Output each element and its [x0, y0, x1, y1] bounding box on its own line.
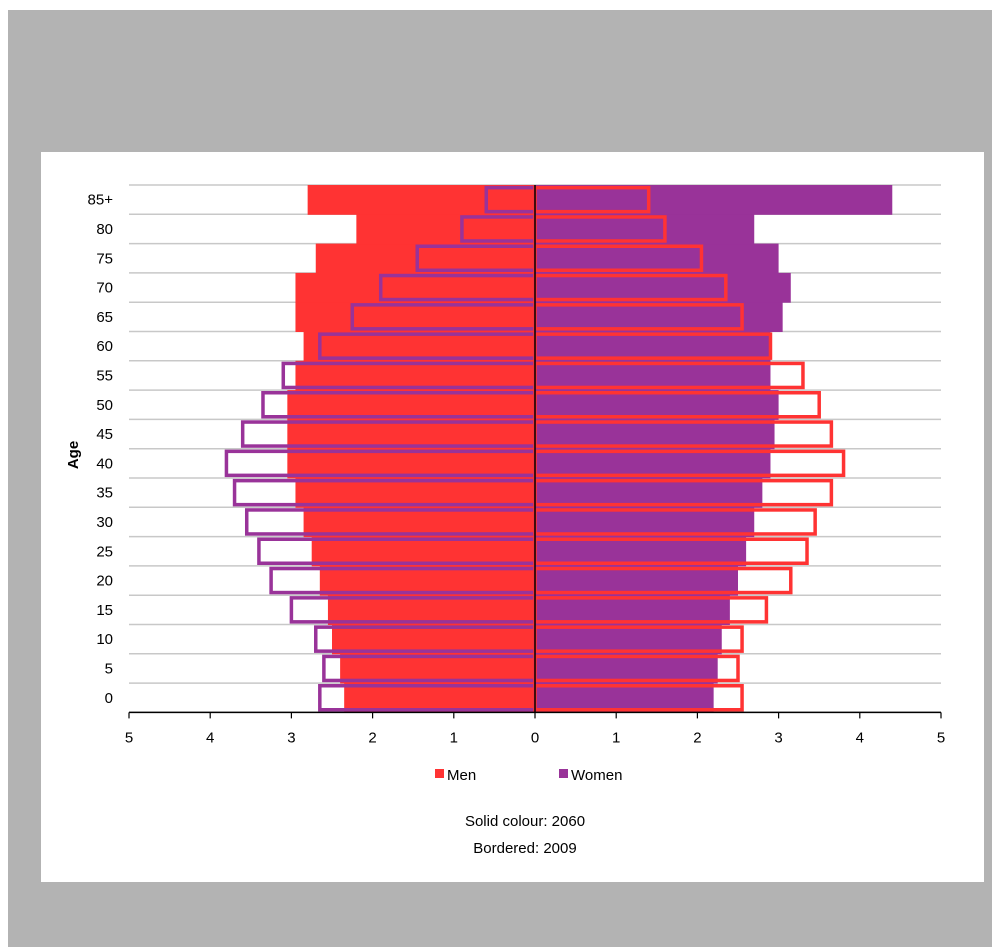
- bar-women-2060: [535, 331, 771, 362]
- bar-women-2060: [535, 536, 747, 567]
- y-tick-label: 40: [96, 455, 113, 472]
- axes: [128, 185, 942, 719]
- legend-label-women: Women: [571, 767, 622, 784]
- legend-label-men: Men: [447, 767, 476, 784]
- bar-men-2060: [295, 360, 535, 391]
- y-tick-label: 15: [96, 602, 113, 619]
- y-tick-label: 75: [96, 250, 113, 267]
- y-tick-label: 80: [96, 221, 113, 238]
- y-tick-label: 65: [96, 309, 113, 326]
- legend-swatch-women: [559, 769, 568, 778]
- bar-women-2060: [535, 214, 755, 245]
- bar-women-2060: [535, 478, 763, 508]
- y-tick-label: 20: [96, 573, 113, 590]
- bar-women-2060: [535, 624, 722, 655]
- y-tick-label: 50: [96, 397, 113, 414]
- x-tick-label: 3: [774, 729, 782, 746]
- bar-women-2060: [535, 507, 755, 538]
- bar-women-2060: [535, 360, 771, 391]
- x-tick-label: 5: [125, 729, 133, 746]
- bar-men-2060: [344, 683, 535, 713]
- bar-women-2060: [535, 419, 775, 450]
- x-tick-label: 2: [693, 729, 701, 746]
- bar-men-2060: [287, 390, 535, 420]
- y-tick-label: 25: [96, 543, 113, 560]
- y-axis-label: Age: [65, 441, 82, 469]
- bar-men-2060: [295, 478, 535, 508]
- bar-women-2060: [535, 565, 738, 596]
- y-tick-label: 85+: [88, 192, 114, 209]
- bar-women-2060: [535, 390, 779, 420]
- note-bordered: Bordered: 2009: [473, 840, 576, 857]
- bar-women-2060: [535, 448, 771, 479]
- bar-men-2060: [303, 331, 535, 362]
- bar-men-2060: [332, 624, 535, 655]
- x-tick-label: 2: [368, 729, 376, 746]
- bar-men-2060: [295, 272, 535, 303]
- y-tick-label: 60: [96, 338, 113, 355]
- bar-men-2060: [319, 565, 535, 596]
- bar-women-2060: [535, 653, 718, 684]
- bar-men-2060: [303, 507, 535, 538]
- bar-women-2060: [535, 243, 779, 274]
- x-tick-label: 4: [856, 729, 864, 746]
- x-tick-label: 1: [612, 729, 620, 746]
- bar-men-2060: [287, 448, 535, 479]
- x-tick-label: 4: [206, 729, 214, 746]
- x-tick-label: 0: [531, 729, 539, 746]
- y-tick-label: 10: [96, 631, 113, 648]
- bar-men-2060: [287, 419, 535, 450]
- bar-women-2060: [535, 595, 730, 625]
- bar-men-2060: [295, 302, 535, 332]
- y-tick-label: 0: [105, 690, 113, 707]
- bar-men-2060: [311, 536, 535, 567]
- y-tick-label: 35: [96, 485, 113, 502]
- bar-men-2060: [315, 243, 535, 274]
- bar-men-2060: [356, 214, 535, 245]
- y-tick-label: 55: [96, 367, 113, 384]
- tick-labels: 5 4 3 2 1 0 1 2 3 4 505101520253035404550556065707…: [88, 192, 946, 747]
- y-tick-label: 70: [96, 280, 113, 297]
- legend-swatch-men: [435, 769, 444, 778]
- x-tick-label: 5: [937, 729, 945, 746]
- bar-women-2060: [535, 272, 791, 303]
- bar-men-2060: [327, 595, 535, 625]
- bar-women-2060: [535, 185, 893, 215]
- y-tick-label: 5: [105, 660, 113, 677]
- x-tick-label: 1: [450, 729, 458, 746]
- legend: Men Women: [435, 767, 622, 784]
- bar-men-2060: [307, 185, 535, 215]
- x-tick-label: 3: [287, 729, 295, 746]
- y-tick-label: 30: [96, 514, 113, 531]
- solid-bars-2060: [287, 185, 893, 713]
- bordered-bars-2009: [224, 185, 846, 712]
- bar-men-2060: [340, 653, 535, 684]
- y-tick-label: 45: [96, 426, 113, 443]
- bar-women-2060: [535, 683, 714, 713]
- note-solid-colour: Solid colour: 2060: [465, 813, 585, 830]
